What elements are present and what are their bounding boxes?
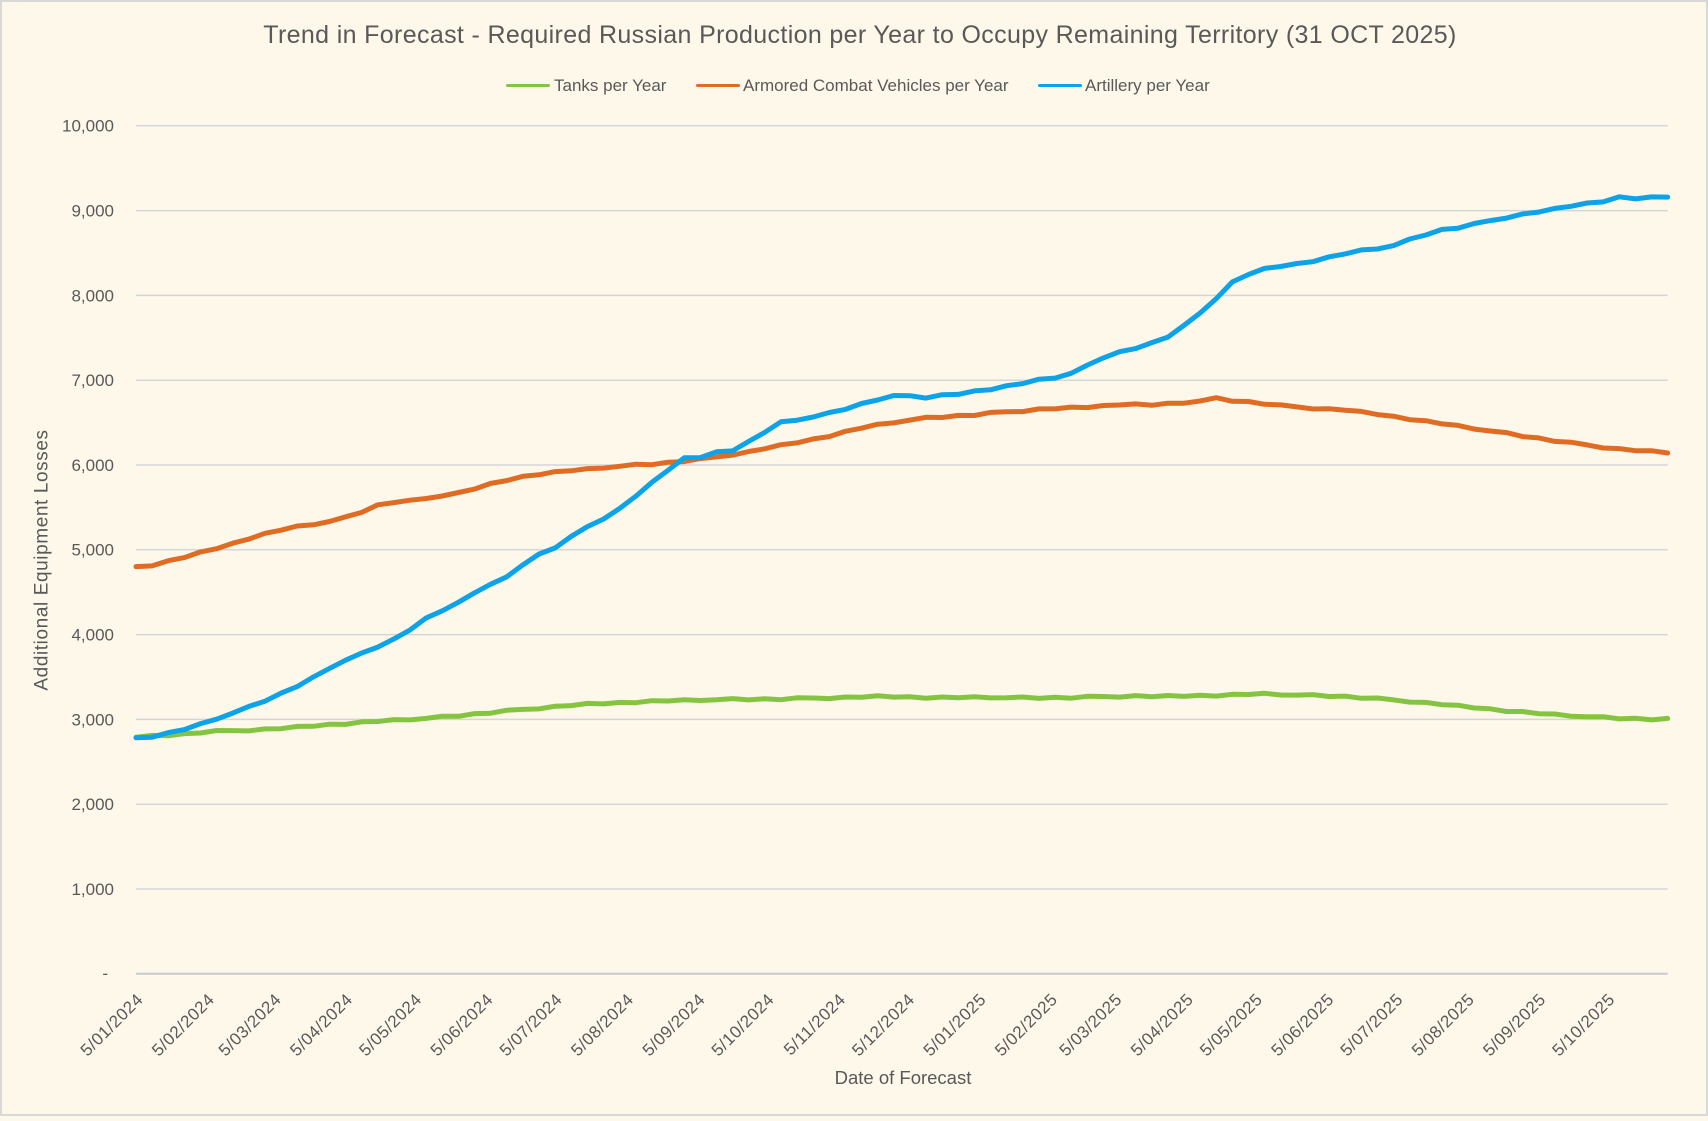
svg-text:9,000: 9,000 [71, 202, 114, 221]
svg-text:Additional Equipment Losses: Additional Equipment Losses [32, 429, 53, 690]
svg-text:5/05/2025: 5/05/2025 [1196, 990, 1266, 1060]
svg-text:5/10/2024: 5/10/2024 [708, 990, 778, 1060]
svg-text:5/03/2024: 5/03/2024 [215, 990, 285, 1060]
svg-text:Date of Forecast: Date of Forecast [835, 1067, 972, 1088]
svg-text:5/02/2024: 5/02/2024 [148, 990, 218, 1060]
svg-text:5,000: 5,000 [71, 541, 114, 560]
svg-text:1,000: 1,000 [71, 880, 114, 899]
svg-text:5/10/2025: 5/10/2025 [1549, 990, 1619, 1060]
svg-text:-: - [102, 964, 108, 983]
svg-text:6,000: 6,000 [71, 456, 114, 475]
svg-text:5/07/2024: 5/07/2024 [496, 990, 566, 1060]
svg-text:5/04/2024: 5/04/2024 [286, 990, 356, 1060]
svg-text:5/06/2025: 5/06/2025 [1268, 990, 1338, 1060]
svg-text:10,000: 10,000 [62, 117, 114, 136]
svg-text:5/07/2025: 5/07/2025 [1337, 990, 1407, 1060]
svg-text:5/01/2025: 5/01/2025 [920, 990, 990, 1060]
svg-text:5/03/2025: 5/03/2025 [1056, 990, 1126, 1060]
svg-text:4,000: 4,000 [71, 626, 114, 645]
svg-text:5/08/2025: 5/08/2025 [1408, 990, 1478, 1060]
svg-text:5/12/2024: 5/12/2024 [848, 990, 918, 1060]
svg-text:3,000: 3,000 [71, 710, 114, 729]
svg-text:5/09/2024: 5/09/2024 [639, 990, 709, 1060]
svg-text:5/06/2024: 5/06/2024 [427, 990, 497, 1060]
svg-text:5/09/2025: 5/09/2025 [1479, 990, 1549, 1060]
svg-text:5/08/2024: 5/08/2024 [567, 990, 637, 1060]
svg-text:5/04/2025: 5/04/2025 [1127, 990, 1197, 1060]
svg-text:2,000: 2,000 [71, 795, 114, 814]
svg-text:7,000: 7,000 [71, 371, 114, 390]
svg-text:5/01/2024: 5/01/2024 [77, 990, 147, 1060]
svg-text:5/02/2025: 5/02/2025 [991, 990, 1061, 1060]
svg-text:5/11/2024: 5/11/2024 [780, 990, 849, 1059]
svg-text:8,000: 8,000 [71, 286, 114, 305]
svg-text:5/05/2024: 5/05/2024 [355, 990, 425, 1060]
